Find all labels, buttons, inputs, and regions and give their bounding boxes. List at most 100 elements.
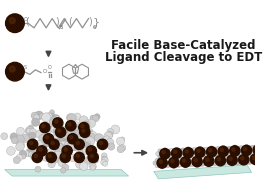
Circle shape	[179, 160, 183, 165]
Circle shape	[76, 125, 83, 131]
Circle shape	[89, 131, 97, 139]
Circle shape	[58, 137, 67, 146]
Circle shape	[35, 166, 41, 172]
Circle shape	[102, 157, 108, 163]
Circle shape	[45, 124, 54, 132]
Circle shape	[73, 143, 78, 147]
Circle shape	[84, 156, 92, 164]
Circle shape	[193, 147, 197, 152]
Circle shape	[54, 130, 62, 138]
Text: O: O	[43, 69, 47, 74]
Circle shape	[67, 141, 74, 148]
Circle shape	[101, 153, 107, 159]
Circle shape	[203, 153, 207, 157]
Circle shape	[116, 137, 125, 145]
Circle shape	[50, 142, 59, 150]
Circle shape	[66, 143, 73, 150]
Circle shape	[258, 154, 262, 159]
Circle shape	[59, 137, 65, 143]
Circle shape	[253, 145, 263, 155]
Circle shape	[64, 148, 67, 151]
Circle shape	[200, 157, 204, 161]
Circle shape	[173, 150, 177, 153]
Circle shape	[202, 160, 206, 164]
Circle shape	[85, 145, 94, 154]
Circle shape	[237, 148, 241, 153]
Circle shape	[230, 154, 234, 158]
Circle shape	[48, 147, 55, 155]
Circle shape	[56, 137, 64, 145]
Circle shape	[16, 135, 24, 143]
Circle shape	[175, 155, 179, 159]
Circle shape	[62, 138, 68, 143]
Circle shape	[209, 149, 212, 152]
Circle shape	[66, 114, 74, 121]
Circle shape	[76, 145, 83, 151]
Circle shape	[253, 161, 257, 165]
Circle shape	[60, 141, 65, 146]
Circle shape	[83, 142, 90, 149]
Circle shape	[207, 163, 211, 167]
Circle shape	[9, 66, 15, 72]
Circle shape	[250, 154, 261, 164]
Circle shape	[21, 134, 29, 143]
Circle shape	[181, 153, 185, 158]
Circle shape	[87, 133, 96, 142]
Circle shape	[212, 162, 216, 166]
Circle shape	[186, 155, 190, 159]
Circle shape	[16, 127, 24, 135]
Circle shape	[70, 142, 78, 150]
Circle shape	[45, 139, 51, 144]
Circle shape	[167, 161, 171, 165]
Circle shape	[42, 113, 51, 122]
Circle shape	[29, 129, 37, 136]
Circle shape	[51, 156, 58, 163]
Circle shape	[204, 156, 214, 166]
Text: O: O	[47, 65, 51, 70]
Circle shape	[58, 143, 64, 149]
Circle shape	[68, 134, 78, 144]
Circle shape	[34, 154, 38, 158]
Circle shape	[223, 158, 227, 162]
Circle shape	[156, 152, 160, 156]
Circle shape	[230, 146, 240, 156]
Circle shape	[251, 145, 255, 149]
Circle shape	[58, 126, 66, 134]
Circle shape	[167, 158, 171, 162]
Circle shape	[94, 114, 100, 120]
Circle shape	[88, 152, 98, 163]
Circle shape	[191, 160, 195, 164]
Circle shape	[81, 125, 84, 128]
Circle shape	[256, 152, 260, 156]
Circle shape	[97, 139, 108, 149]
Circle shape	[27, 129, 31, 133]
Circle shape	[159, 160, 162, 163]
Circle shape	[190, 157, 194, 161]
Circle shape	[39, 148, 42, 151]
Circle shape	[223, 161, 227, 166]
Circle shape	[55, 120, 58, 123]
Circle shape	[76, 154, 79, 158]
Circle shape	[90, 115, 96, 121]
Circle shape	[210, 154, 214, 158]
Circle shape	[213, 161, 217, 166]
Circle shape	[108, 143, 115, 150]
Circle shape	[83, 133, 90, 140]
Circle shape	[77, 141, 83, 147]
Circle shape	[229, 157, 232, 160]
Circle shape	[235, 161, 239, 165]
Circle shape	[177, 163, 181, 167]
Circle shape	[75, 126, 82, 133]
Circle shape	[182, 151, 186, 155]
Circle shape	[155, 158, 159, 162]
Circle shape	[165, 160, 169, 165]
Text: ): )	[55, 16, 59, 26]
Circle shape	[54, 150, 62, 158]
Circle shape	[170, 148, 173, 153]
Circle shape	[104, 132, 112, 140]
Circle shape	[74, 113, 81, 120]
Circle shape	[167, 151, 172, 155]
Circle shape	[5, 14, 24, 33]
Circle shape	[230, 162, 234, 166]
Circle shape	[85, 137, 95, 146]
